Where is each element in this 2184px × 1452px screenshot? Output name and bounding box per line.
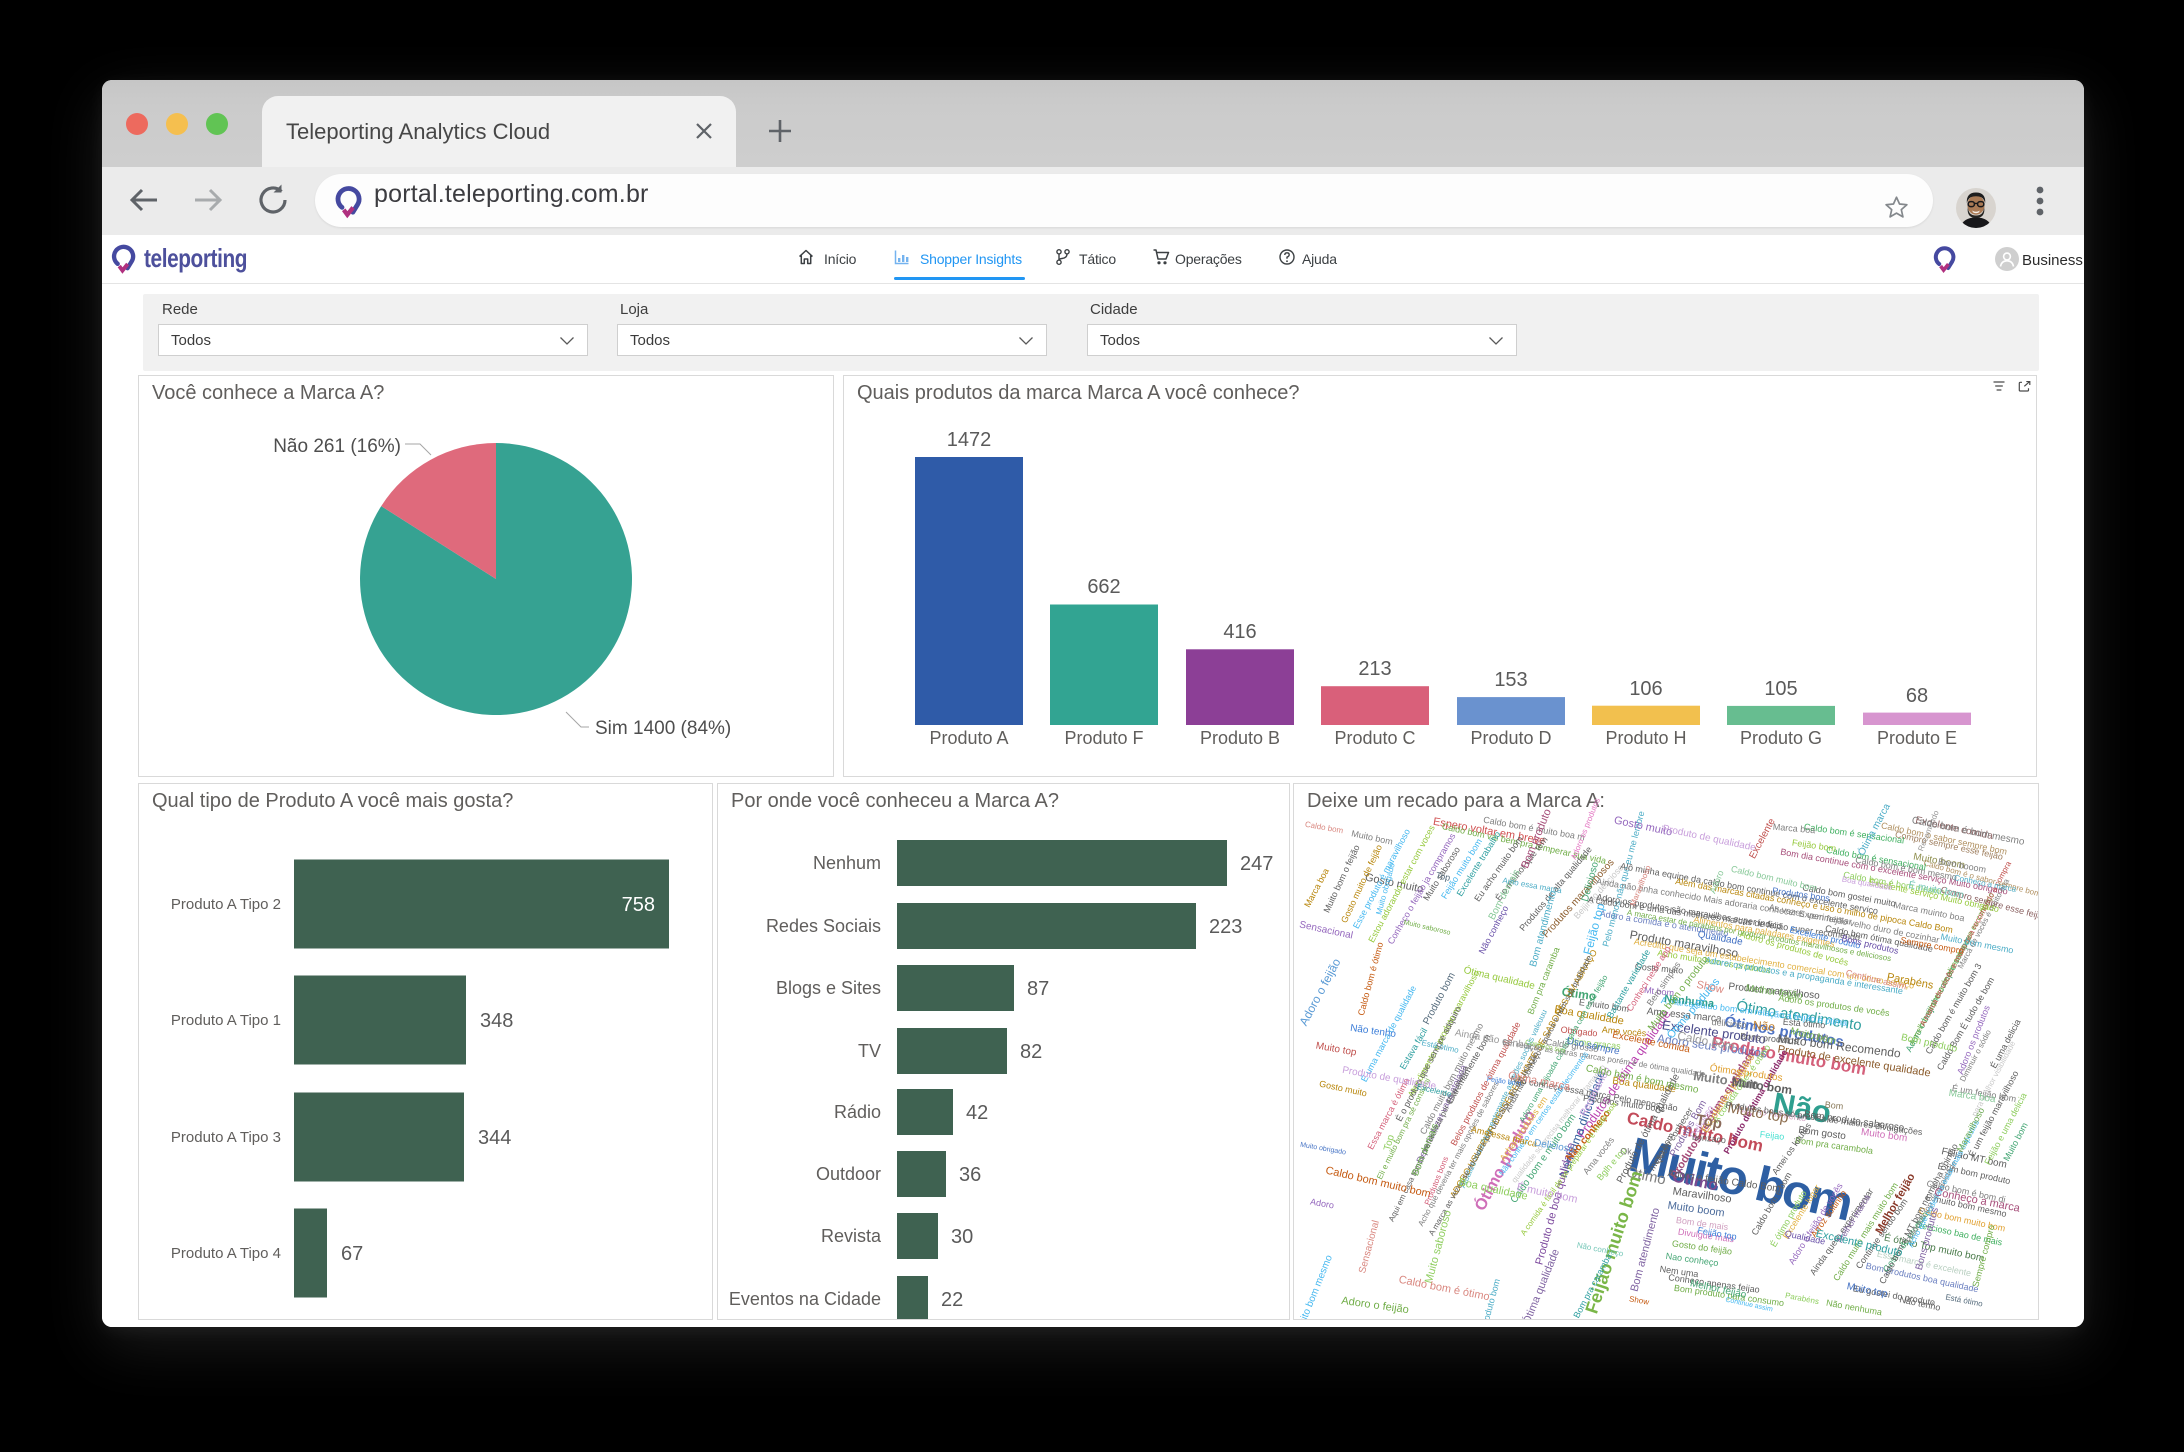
svg-text:Produto F: Produto F (1064, 728, 1143, 748)
svg-text:213: 213 (1358, 658, 1391, 680)
svg-text:Produto G: Produto G (1740, 728, 1822, 748)
svg-text:36: 36 (959, 1164, 981, 1186)
svg-text:105: 105 (1764, 678, 1797, 700)
svg-text:348: 348 (480, 1010, 513, 1032)
svg-text:Sim 1400 (84%): Sim 1400 (84%) (595, 718, 731, 739)
svg-text:Rádio: Rádio (834, 1102, 881, 1122)
svg-text:42: 42 (966, 1102, 988, 1124)
svg-text:87: 87 (1027, 978, 1049, 1000)
svg-text:Não 261 (16%): Não 261 (16%) (273, 436, 401, 457)
svg-text:Produto B: Produto B (1200, 728, 1280, 748)
svg-text:Produto C: Produto C (1334, 728, 1415, 748)
svg-text:344: 344 (478, 1127, 511, 1149)
svg-text:Produto A Tipo 2: Produto A Tipo 2 (171, 896, 281, 913)
svg-text:Nenhum: Nenhum (813, 853, 881, 873)
svg-text:82: 82 (1020, 1041, 1042, 1063)
svg-text:223: 223 (1209, 916, 1242, 938)
svg-text:1472: 1472 (947, 429, 992, 451)
svg-text:22: 22 (941, 1289, 963, 1311)
svg-text:Blogs e Sites: Blogs e Sites (776, 978, 881, 998)
svg-text:416: 416 (1223, 621, 1256, 643)
svg-text:Produto A Tipo 3: Produto A Tipo 3 (171, 1129, 281, 1146)
svg-text:Produto H: Produto H (1605, 728, 1686, 748)
svg-text:247: 247 (1240, 853, 1273, 875)
svg-text:Revista: Revista (821, 1226, 882, 1246)
svg-text:TV: TV (858, 1041, 881, 1061)
svg-text:Eventos na Cidade: Eventos na Cidade (729, 1289, 881, 1309)
svg-text:Produto E: Produto E (1877, 728, 1957, 748)
svg-text:Produto A Tipo 4: Produto A Tipo 4 (171, 1245, 281, 1262)
svg-text:Redes Sociais: Redes Sociais (766, 916, 881, 936)
svg-text:106: 106 (1629, 678, 1662, 700)
svg-text:Produto D: Produto D (1470, 728, 1551, 748)
svg-text:Outdoor: Outdoor (816, 1164, 881, 1184)
svg-text:758: 758 (622, 894, 655, 916)
svg-text:Produto A Tipo 1: Produto A Tipo 1 (171, 1012, 281, 1029)
svg-text:Produto A: Produto A (929, 728, 1008, 748)
svg-text:153: 153 (1494, 669, 1527, 691)
svg-text:662: 662 (1087, 576, 1120, 598)
svg-text:30: 30 (951, 1226, 973, 1248)
svg-text:67: 67 (341, 1243, 363, 1265)
svg-text:68: 68 (1906, 685, 1928, 707)
